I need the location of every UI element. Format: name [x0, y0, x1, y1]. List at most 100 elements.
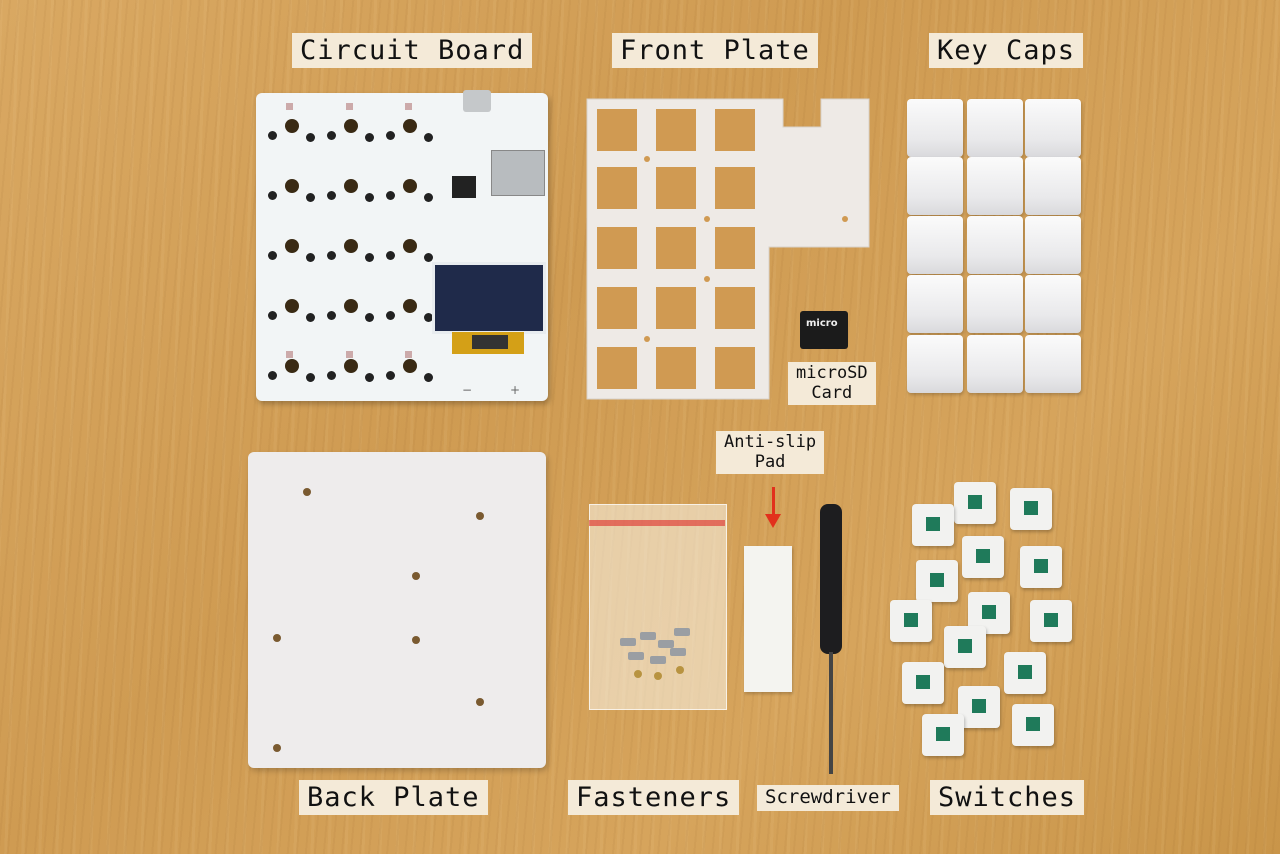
led	[405, 351, 412, 358]
pin-hole	[268, 131, 277, 140]
pin-hole	[268, 371, 277, 380]
screwdriver-handle	[820, 504, 842, 654]
pin-hole	[365, 313, 374, 322]
zip-seal	[589, 520, 725, 526]
key-cap	[967, 275, 1023, 333]
switch-hole	[403, 119, 417, 133]
key-cap	[907, 99, 963, 157]
screw	[658, 640, 674, 648]
switch-hole	[403, 299, 417, 313]
led	[286, 351, 293, 358]
pcb-plus-mark: +	[510, 383, 521, 397]
pin-hole	[327, 251, 336, 260]
mounting-hole	[412, 572, 420, 580]
label-microsd-line2: Card	[811, 382, 853, 403]
key-cap	[907, 157, 963, 215]
screw	[620, 638, 636, 646]
pin-hole	[386, 371, 395, 380]
key-cap	[1025, 275, 1081, 333]
key-switch	[890, 600, 932, 642]
key-cap	[907, 335, 963, 393]
screwdriver-shaft	[829, 652, 833, 774]
pcb-minus-mark: −	[462, 383, 473, 397]
key-cap	[967, 157, 1023, 215]
key-switch	[954, 482, 996, 524]
usb-c-port	[463, 90, 491, 112]
pin-hole	[424, 133, 433, 142]
anti-slip-pad	[744, 546, 792, 692]
switch-hole	[285, 119, 299, 133]
label-anti-slip-pad: Anti-slip Pad	[716, 431, 825, 475]
pin-hole	[424, 373, 433, 382]
key-switch	[1004, 652, 1046, 694]
key-cap	[1025, 335, 1081, 393]
circuit-board: − +	[256, 93, 548, 401]
pin-hole	[306, 373, 315, 382]
key-switch	[922, 714, 964, 756]
switch-hole	[344, 239, 358, 253]
pin-hole	[327, 191, 336, 200]
switch-hole	[344, 119, 358, 133]
key-switch	[1020, 546, 1062, 588]
pin-hole	[386, 191, 395, 200]
label-microsd-card: microSD Card	[788, 362, 876, 406]
mounting-hole	[412, 636, 420, 644]
microcontroller-chip	[452, 176, 476, 198]
pin-hole	[306, 253, 315, 262]
pin-hole	[365, 193, 374, 202]
red-arrow-icon	[765, 514, 781, 528]
pin-hole	[268, 311, 277, 320]
mounting-hole	[273, 744, 281, 752]
key-cap	[1025, 216, 1081, 274]
screw	[628, 652, 644, 660]
pin-hole	[424, 253, 433, 262]
label-microsd-line1: microSD	[796, 363, 868, 383]
front-plate	[583, 97, 871, 401]
oled-display	[432, 262, 546, 334]
key-switch	[902, 662, 944, 704]
switch-hole	[403, 359, 417, 373]
led	[405, 103, 412, 110]
nut	[676, 666, 684, 674]
switch-hole	[344, 359, 358, 373]
key-switch	[1010, 488, 1052, 530]
switch-hole	[344, 179, 358, 193]
label-key-caps: Key Caps	[929, 33, 1084, 69]
key-cap	[967, 99, 1023, 157]
key-switch	[944, 626, 986, 668]
key-switch	[962, 536, 1004, 578]
screw	[650, 656, 666, 664]
pin-hole	[306, 313, 315, 322]
screw	[670, 648, 686, 656]
pin-hole	[365, 253, 374, 262]
screw	[674, 628, 690, 636]
mounting-hole	[303, 488, 311, 496]
mounting-hole	[476, 512, 484, 520]
key-switch	[912, 504, 954, 546]
label-switches: Switches	[930, 780, 1085, 816]
label-back-plate: Back Plate	[299, 780, 488, 816]
label-anti-slip-line1: Anti-slip	[724, 432, 817, 452]
back-plate	[248, 452, 546, 768]
switch-hole	[285, 299, 299, 313]
key-cap	[967, 216, 1023, 274]
pin-hole	[365, 133, 374, 142]
led	[346, 351, 353, 358]
nut	[654, 672, 662, 680]
pin-hole	[327, 131, 336, 140]
oled-connector	[472, 335, 508, 349]
microsd-slot	[491, 150, 545, 196]
pin-hole	[268, 251, 277, 260]
switch-hole	[285, 359, 299, 373]
label-anti-slip-line2: Pad	[754, 451, 786, 472]
pin-hole	[327, 371, 336, 380]
led	[286, 103, 293, 110]
pin-hole	[306, 133, 315, 142]
key-switch	[1030, 600, 1072, 642]
microsd-card	[800, 311, 848, 349]
key-switch	[916, 560, 958, 602]
red-arrow-shaft	[772, 487, 775, 517]
screw	[640, 632, 656, 640]
nut	[634, 670, 642, 678]
switch-hole	[285, 239, 299, 253]
